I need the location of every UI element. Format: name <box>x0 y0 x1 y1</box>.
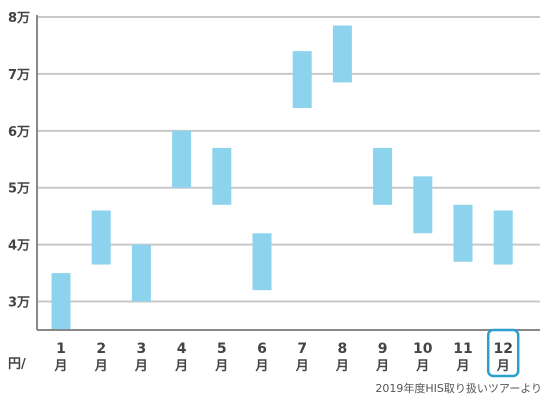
x-tick-label-number: 3 <box>137 341 147 357</box>
y-tick-label: 7万 <box>8 68 30 83</box>
x-tick-label-unit: 月 <box>455 359 469 374</box>
x-tick-label-number: 7 <box>297 341 307 357</box>
y-tick-label: 8万 <box>8 11 30 26</box>
x-tick-label-number: 9 <box>378 341 388 357</box>
x-tick-label-number: 4 <box>177 341 187 357</box>
x-tick-label-unit: 月 <box>415 359 429 374</box>
range-bar <box>172 130 192 188</box>
highlight-box <box>486 328 520 378</box>
x-tick-label-unit: 月 <box>174 359 188 374</box>
x-tick-label-unit: 月 <box>496 359 510 374</box>
range-bar <box>453 204 473 262</box>
x-tick-label-unit: 月 <box>375 359 389 374</box>
x-tick-label-unit: 月 <box>214 359 228 374</box>
range-bar <box>493 210 513 265</box>
range-bar <box>252 233 272 291</box>
x-tick-label-unit: 月 <box>295 359 309 374</box>
x-tick-label-number: 6 <box>257 341 267 357</box>
x-tick-label-number: 8 <box>338 341 348 357</box>
x-tick-label-unit: 月 <box>94 359 108 374</box>
y-tick-label: 5万 <box>8 182 30 197</box>
range-bar <box>91 210 111 265</box>
range-bar <box>131 244 151 302</box>
range-bar <box>332 25 352 83</box>
x-tick-label-unit: 月 <box>254 359 268 374</box>
range-bar <box>51 273 71 330</box>
x-tick-label-number: 12 <box>493 341 512 357</box>
source-note: 2019年度HIS取り扱いツアーより <box>375 381 542 395</box>
x-tick-label-number: 10 <box>413 341 433 357</box>
x-tick-label-unit: 月 <box>335 359 349 374</box>
range-bar <box>373 147 393 205</box>
x-tick-label-number: 1 <box>56 341 66 357</box>
y-tick-label: 4万 <box>8 239 30 254</box>
x-tick-label-number: 11 <box>453 341 472 357</box>
x-tick-label-unit: 月 <box>134 359 148 374</box>
x-tick-label-number: 5 <box>217 341 227 357</box>
unit-label: 円/ <box>8 357 26 372</box>
range-bar <box>292 51 312 109</box>
range-bar <box>212 147 232 205</box>
y-tick-label: 6万 <box>8 125 30 140</box>
y-tick-label: 3万 <box>8 296 30 311</box>
range-bar <box>413 176 433 234</box>
x-tick-label-unit: 月 <box>53 359 67 374</box>
x-tick-label-number: 2 <box>96 341 106 357</box>
